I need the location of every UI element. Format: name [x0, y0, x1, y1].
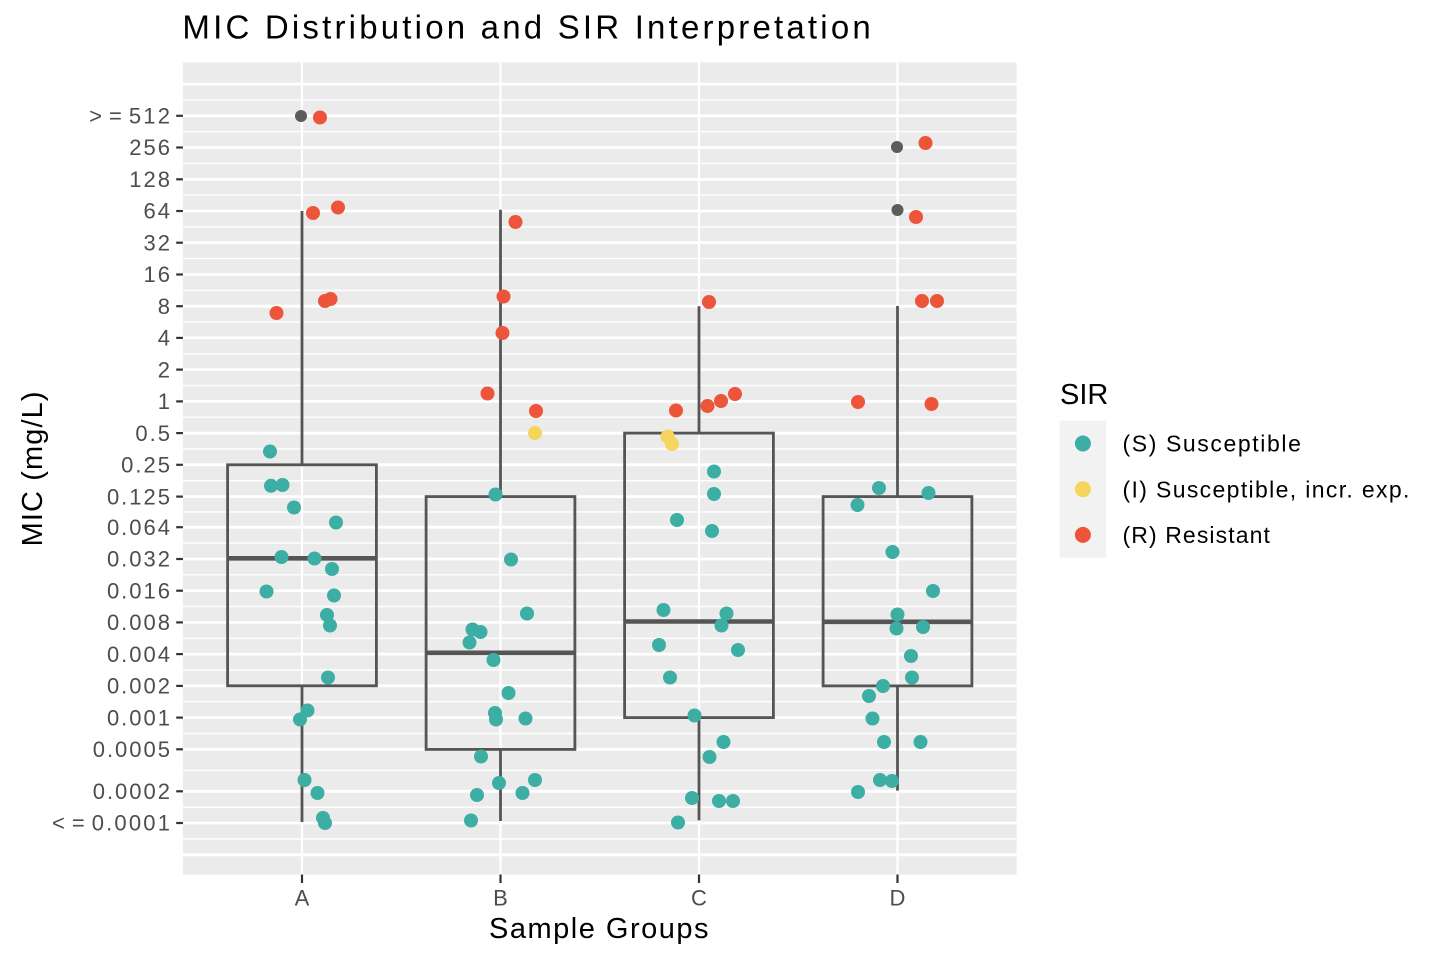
svg-text:8: 8 [158, 294, 170, 319]
svg-text:C: C [691, 886, 707, 911]
svg-text:16: 16 [144, 262, 172, 287]
svg-text:Sample Groups: Sample Groups [489, 913, 710, 945]
svg-text:0.008: 0.008 [107, 610, 172, 635]
svg-text:0.032: 0.032 [107, 547, 172, 572]
svg-text:0.064: 0.064 [107, 515, 172, 540]
svg-text:D: D [890, 886, 906, 911]
svg-text:0.0005: 0.0005 [93, 737, 172, 762]
svg-text:MIC Distribution and SIR Inter: MIC Distribution and SIR Interpretation [182, 9, 874, 46]
svg-text:256: 256 [129, 135, 172, 160]
svg-text:MIC (mg/L): MIC (mg/L) [17, 390, 49, 546]
svg-text:0.001: 0.001 [107, 705, 172, 730]
svg-text:32: 32 [144, 230, 172, 255]
svg-text:2: 2 [158, 357, 170, 382]
svg-text:(R) Resistant: (R) Resistant [1123, 522, 1272, 548]
svg-text:0.016: 0.016 [107, 578, 172, 603]
svg-text:(S) Susceptible: (S) Susceptible [1123, 431, 1303, 457]
svg-text:A: A [295, 886, 310, 911]
svg-text:SIR: SIR [1060, 379, 1108, 411]
svg-text:B: B [493, 886, 508, 911]
svg-text:<=0.0001: <=0.0001 [52, 811, 172, 836]
svg-text:4: 4 [158, 326, 170, 351]
svg-text:1: 1 [158, 389, 170, 414]
svg-text:0.5: 0.5 [135, 421, 172, 446]
svg-text:>=512: >=512 [89, 104, 172, 129]
svg-text:(I) Susceptible, incr. exp.: (I) Susceptible, incr. exp. [1123, 476, 1411, 502]
svg-text:0.125: 0.125 [107, 484, 172, 509]
svg-text:0.0002: 0.0002 [93, 779, 172, 804]
svg-text:0.25: 0.25 [121, 453, 172, 478]
svg-text:0.004: 0.004 [107, 642, 172, 667]
svg-text:64: 64 [144, 199, 172, 224]
svg-text:128: 128 [129, 167, 172, 192]
svg-text:0.002: 0.002 [107, 674, 172, 699]
